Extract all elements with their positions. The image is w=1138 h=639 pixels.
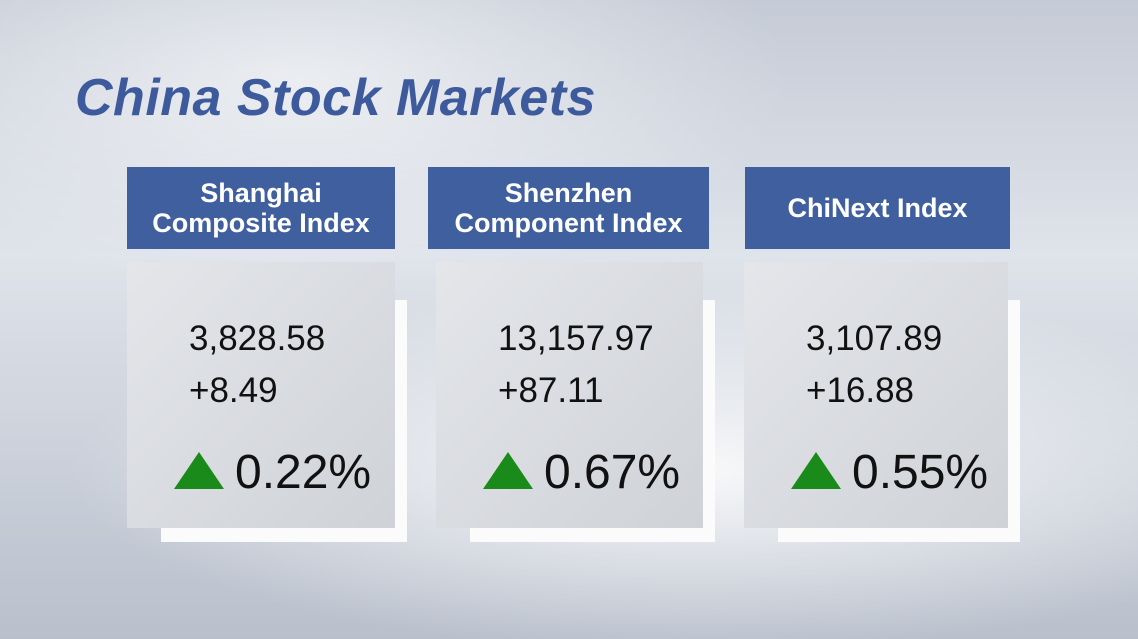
up-arrow <box>174 452 224 489</box>
card: 3,107.89 +16.88 0.55% <box>744 262 1008 528</box>
index-change: +8.49 <box>189 371 278 410</box>
header-line: Shenzhen <box>504 178 633 208</box>
index-change: +87.11 <box>498 371 604 410</box>
card: 3,828.58 +8.49 0.22% <box>127 262 395 528</box>
card-header: Shenzhen Component Index <box>428 167 709 249</box>
card-header: ChiNext Index <box>745 167 1010 249</box>
title: China Stock Markets <box>75 69 596 127</box>
index-value: 13,157.97 <box>498 319 654 358</box>
header-line: ChiNext Index <box>787 193 968 223</box>
index-change: +16.88 <box>806 371 915 410</box>
header-line: Component Index <box>454 208 683 238</box>
up-arrow <box>483 452 533 489</box>
card: 13,157.97 +87.11 0.67% <box>436 262 703 528</box>
percent-change: 0.67% <box>544 446 681 499</box>
index-value: 3,828.58 <box>189 319 326 358</box>
up-arrow <box>791 452 841 489</box>
header-line: Composite Index <box>152 208 370 238</box>
percent-change: 0.55% <box>852 446 989 499</box>
index-value: 3,107.89 <box>806 319 943 358</box>
card-header: Shanghai Composite Index <box>127 167 395 249</box>
percent-change: 0.22% <box>235 446 372 499</box>
header-line: Shanghai <box>200 178 322 208</box>
